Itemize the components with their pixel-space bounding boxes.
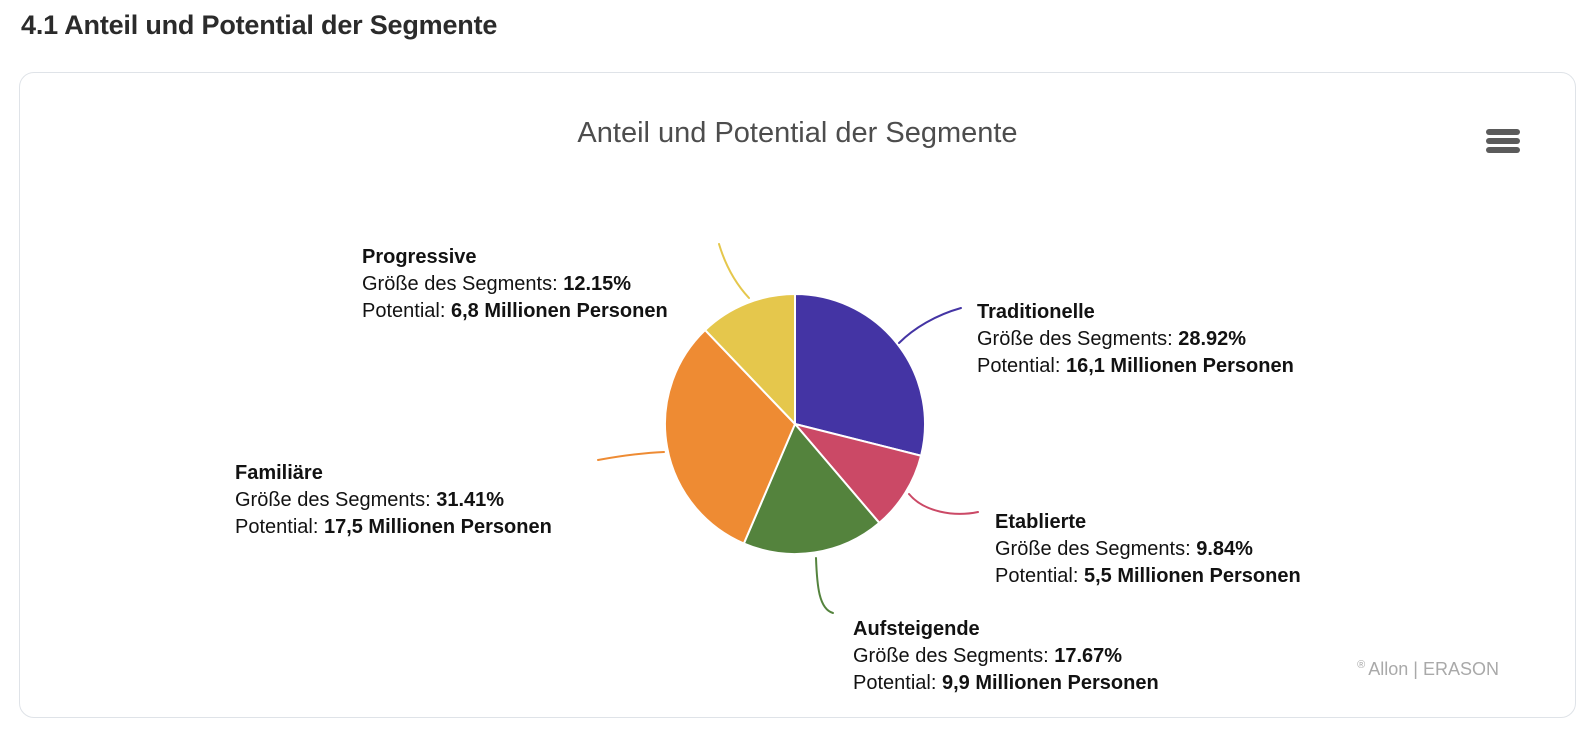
segment-name: Familiäre: [235, 462, 323, 484]
segment-name: Aufsteigende: [853, 618, 980, 640]
segment-label-traditionelle: Traditionelle Größe des Segments: 28.92%…: [977, 299, 1294, 380]
segment-size-line: Größe des Segments: 9.84%: [995, 538, 1253, 560]
credits-text: Allon | ERASON: [1368, 659, 1499, 679]
segment-label-progressive: Progressive Größe des Segments: 12.15% P…: [362, 244, 668, 325]
pie-slice-aufsteigende[interactable]: [742, 423, 881, 555]
segment-label-etablierte: Etablierte Größe des Segments: 9.84% Pot…: [995, 509, 1301, 590]
page-title: 4.1 Anteil und Potential der Segmente: [21, 10, 498, 40]
chart-card: Anteil und Potential der Segmente Tradit…: [19, 72, 1576, 718]
segment-name: Etablierte: [995, 511, 1087, 533]
hamburger-menu-icon: [1486, 138, 1520, 144]
segment-potential-line: Potential: 6,8 Millionen Personen: [362, 300, 668, 322]
segment-potential-line: Potential: 17,5 Millionen Personen: [235, 516, 552, 538]
label-connector-aufsteigende: [815, 557, 834, 614]
pie-slice-etablierte[interactable]: [794, 423, 923, 524]
segment-name: Traditionelle: [977, 301, 1095, 323]
segment-size-line: Größe des Segments: 17.67%: [853, 645, 1123, 667]
segment-size-line: Größe des Segments: 12.15%: [362, 273, 632, 295]
pie-slice-progressive[interactable]: [704, 293, 796, 425]
registered-mark: ®: [1357, 659, 1366, 671]
segment-size-line: Größe des Segments: 31.41%: [235, 489, 505, 511]
segment-label-aufsteigende: Aufsteigende Größe des Segments: 17.67% …: [853, 616, 1159, 697]
pie-chart-svg: [597, 243, 979, 614]
segment-potential-line: Potential: 9,9 Millionen Personen: [853, 672, 1159, 694]
chart-context-menu-button[interactable]: [1482, 123, 1524, 159]
segment-size-line: Größe des Segments: 28.92%: [977, 328, 1247, 350]
segment-label-familiaere: Familiäre Größe des Segments: 31.41% Pot…: [235, 460, 552, 541]
segment-potential-line: Potential: 16,1 Millionen Personen: [977, 355, 1294, 377]
segment-name: Progressive: [362, 246, 477, 268]
chart-credits: ® Allon | ERASON: [1357, 659, 1499, 680]
pie-slice-familiäre[interactable]: [664, 329, 796, 545]
label-connector-etablierte: [908, 493, 979, 515]
chart-title: Anteil und Potential der Segmente: [577, 117, 1018, 149]
label-connector-traditionelle: [898, 307, 962, 344]
label-connector-progressive: [718, 243, 750, 299]
label-connector-familiäre: [597, 451, 665, 461]
pie-slice-traditionelle[interactable]: [794, 293, 926, 457]
segment-potential-line: Potential: 5,5 Millionen Personen: [995, 565, 1301, 587]
hamburger-menu-icon: [1486, 129, 1520, 135]
hamburger-menu-icon: [1486, 147, 1520, 153]
